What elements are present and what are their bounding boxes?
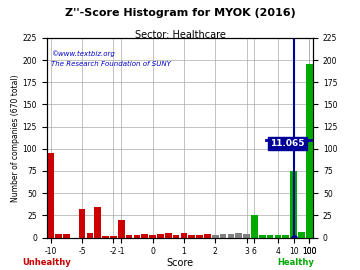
Bar [94,207,101,238]
Bar [141,234,148,238]
Text: Unhealthy: Unhealthy [22,258,71,266]
Bar [220,234,226,238]
Bar [235,233,242,238]
Bar [283,235,289,238]
Bar [110,236,117,238]
X-axis label: Score: Score [166,258,194,268]
Bar [134,235,140,238]
Bar [63,234,70,238]
Bar [251,215,258,238]
Bar [157,234,164,238]
Bar [212,235,219,238]
Bar [48,153,54,238]
Bar [298,232,305,238]
Bar [102,236,109,238]
Bar [306,65,312,238]
Bar [126,235,132,238]
Bar [181,233,187,238]
Bar [243,234,250,238]
Text: 11.065: 11.065 [270,139,305,148]
Bar [204,234,211,238]
Bar [275,235,281,238]
Text: Sector: Healthcare: Sector: Healthcare [135,30,225,40]
Bar [173,235,179,238]
Bar [86,233,93,238]
Bar [149,235,156,238]
Bar [267,235,274,238]
Bar [290,171,297,238]
Text: ©www.textbiz.org: ©www.textbiz.org [51,50,114,56]
Bar [196,235,203,238]
Bar [118,220,125,238]
Bar [79,209,85,238]
Text: Z''-Score Histogram for MYOK (2016): Z''-Score Histogram for MYOK (2016) [65,8,295,18]
Text: The Research Foundation of SUNY: The Research Foundation of SUNY [51,61,171,67]
Bar [188,235,195,238]
Text: Healthy: Healthy [277,258,314,266]
Bar [55,234,62,238]
Bar [259,235,266,238]
Bar [165,233,172,238]
Y-axis label: Number of companies (670 total): Number of companies (670 total) [11,74,20,201]
Bar [228,234,234,238]
